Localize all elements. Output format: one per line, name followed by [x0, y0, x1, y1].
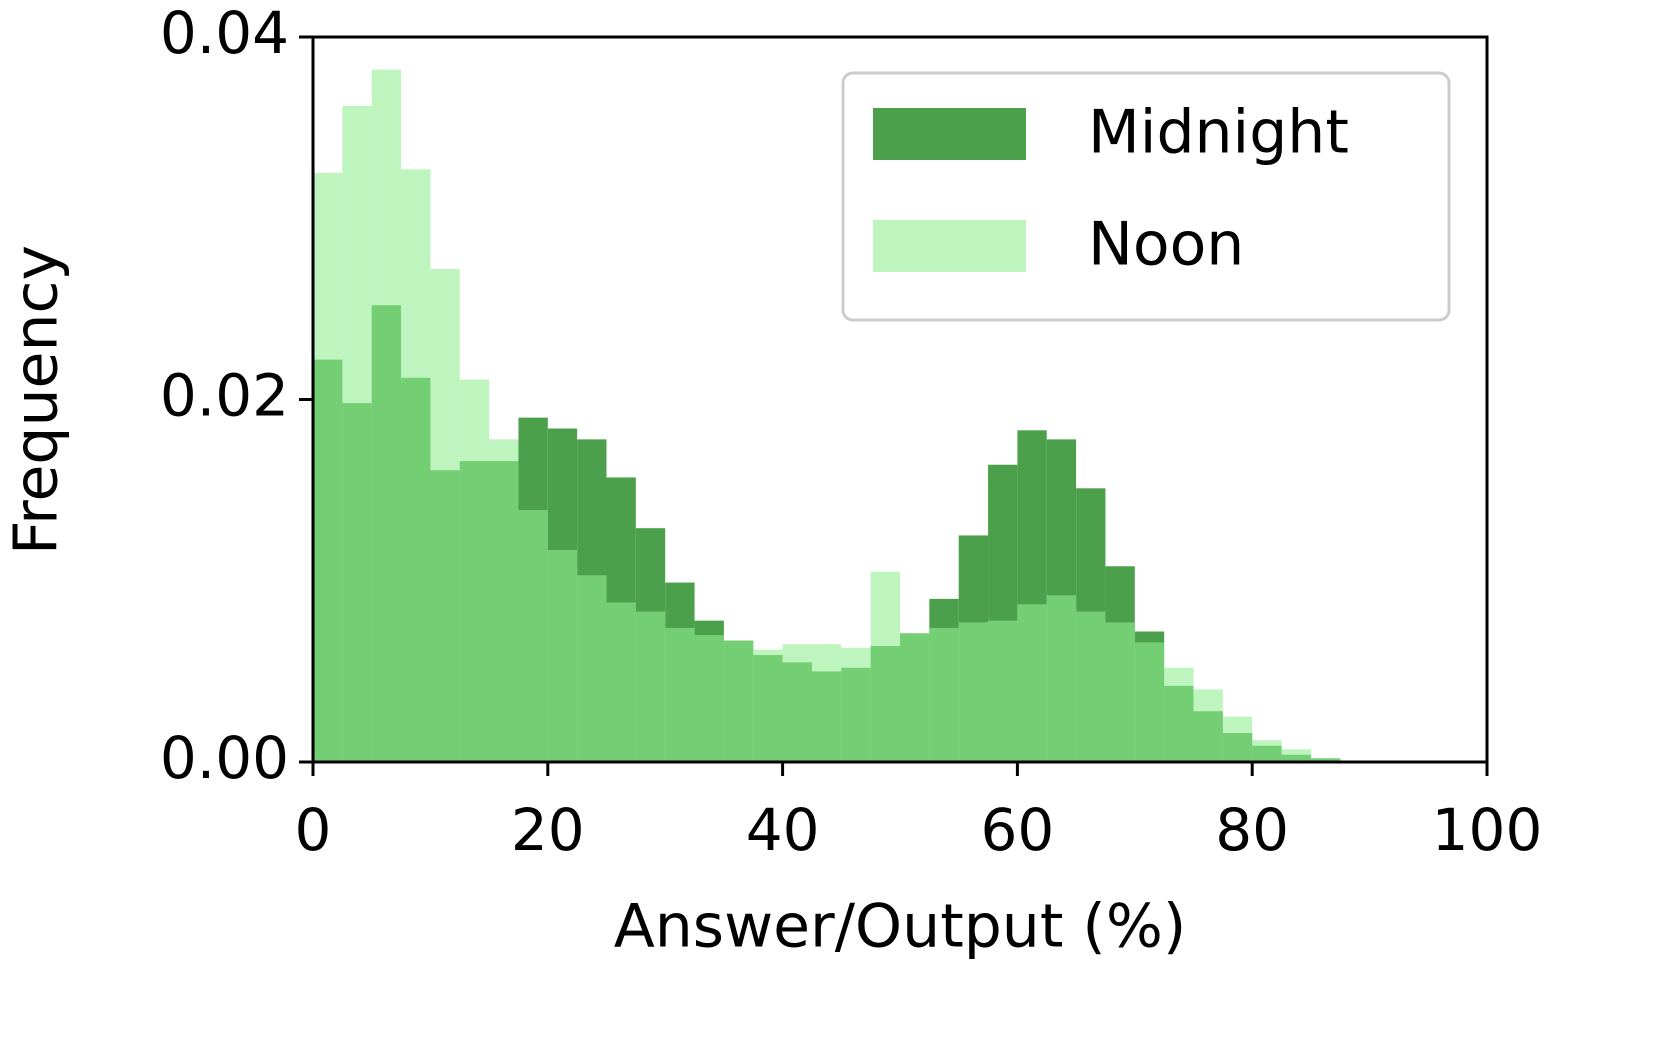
histogram-bar — [665, 627, 695, 762]
histogram-bar — [635, 611, 666, 762]
histogram-bar — [313, 172, 343, 762]
histogram-bar — [459, 379, 490, 762]
histogram-bar — [870, 571, 900, 762]
histogram-bar — [811, 644, 842, 762]
histogram-bar — [547, 549, 578, 762]
histogram-bar — [518, 510, 548, 762]
legend-swatch — [873, 108, 1026, 160]
x-tick-label: 20 — [511, 796, 585, 864]
x-tick-label: 60 — [980, 796, 1054, 864]
histogram-bar — [1164, 667, 1194, 762]
histogram-bar — [342, 105, 372, 762]
histogram-bar — [841, 647, 871, 762]
legend-label: Midnight — [1088, 98, 1349, 168]
legend-label: Noon — [1088, 210, 1244, 280]
histogram-bar — [988, 620, 1018, 762]
histogram-bar — [577, 575, 607, 762]
histogram-bar — [1252, 740, 1282, 762]
histogram-bar — [900, 633, 930, 762]
y-tick-label: 0.02 — [160, 362, 289, 430]
plot-area — [313, 69, 1341, 762]
histogram-bar — [371, 69, 402, 762]
legend-swatch — [873, 220, 1026, 272]
histogram-bar — [1076, 611, 1106, 762]
x-axis-label: Answer/Output (%) — [614, 892, 1187, 962]
histogram-bar — [958, 622, 989, 762]
y-tick-label: 0.04 — [160, 0, 289, 67]
histogram-bar — [1046, 595, 1077, 762]
histogram-bar — [430, 269, 460, 762]
x-tick-label: 0 — [295, 796, 332, 864]
x-tick-label: 80 — [1215, 796, 1289, 864]
x-tick-label: 100 — [1432, 796, 1543, 864]
histogram-bar — [782, 644, 812, 762]
legend: Midnight Noon — [841, 71, 1451, 322]
x-tick-label: 40 — [746, 796, 820, 864]
histogram-bar — [1105, 622, 1135, 762]
histogram-bar — [694, 635, 724, 762]
histogram-bar — [1222, 716, 1253, 762]
histogram-bar — [1281, 749, 1311, 762]
histogram-bar — [1310, 758, 1341, 762]
histogram-bar — [606, 602, 636, 762]
histogram-bar — [1134, 642, 1165, 762]
histogram-bar — [1017, 604, 1047, 762]
y-axis-label: Frequency — [2, 245, 72, 555]
y-tick-label: 0.00 — [160, 724, 289, 792]
histogram-bar — [929, 627, 959, 762]
histogram-bar — [1193, 689, 1223, 762]
histogram-bar — [753, 649, 783, 762]
histogram-bar — [489, 439, 519, 762]
histogram-bar — [723, 640, 754, 762]
histogram-bar — [401, 169, 431, 762]
